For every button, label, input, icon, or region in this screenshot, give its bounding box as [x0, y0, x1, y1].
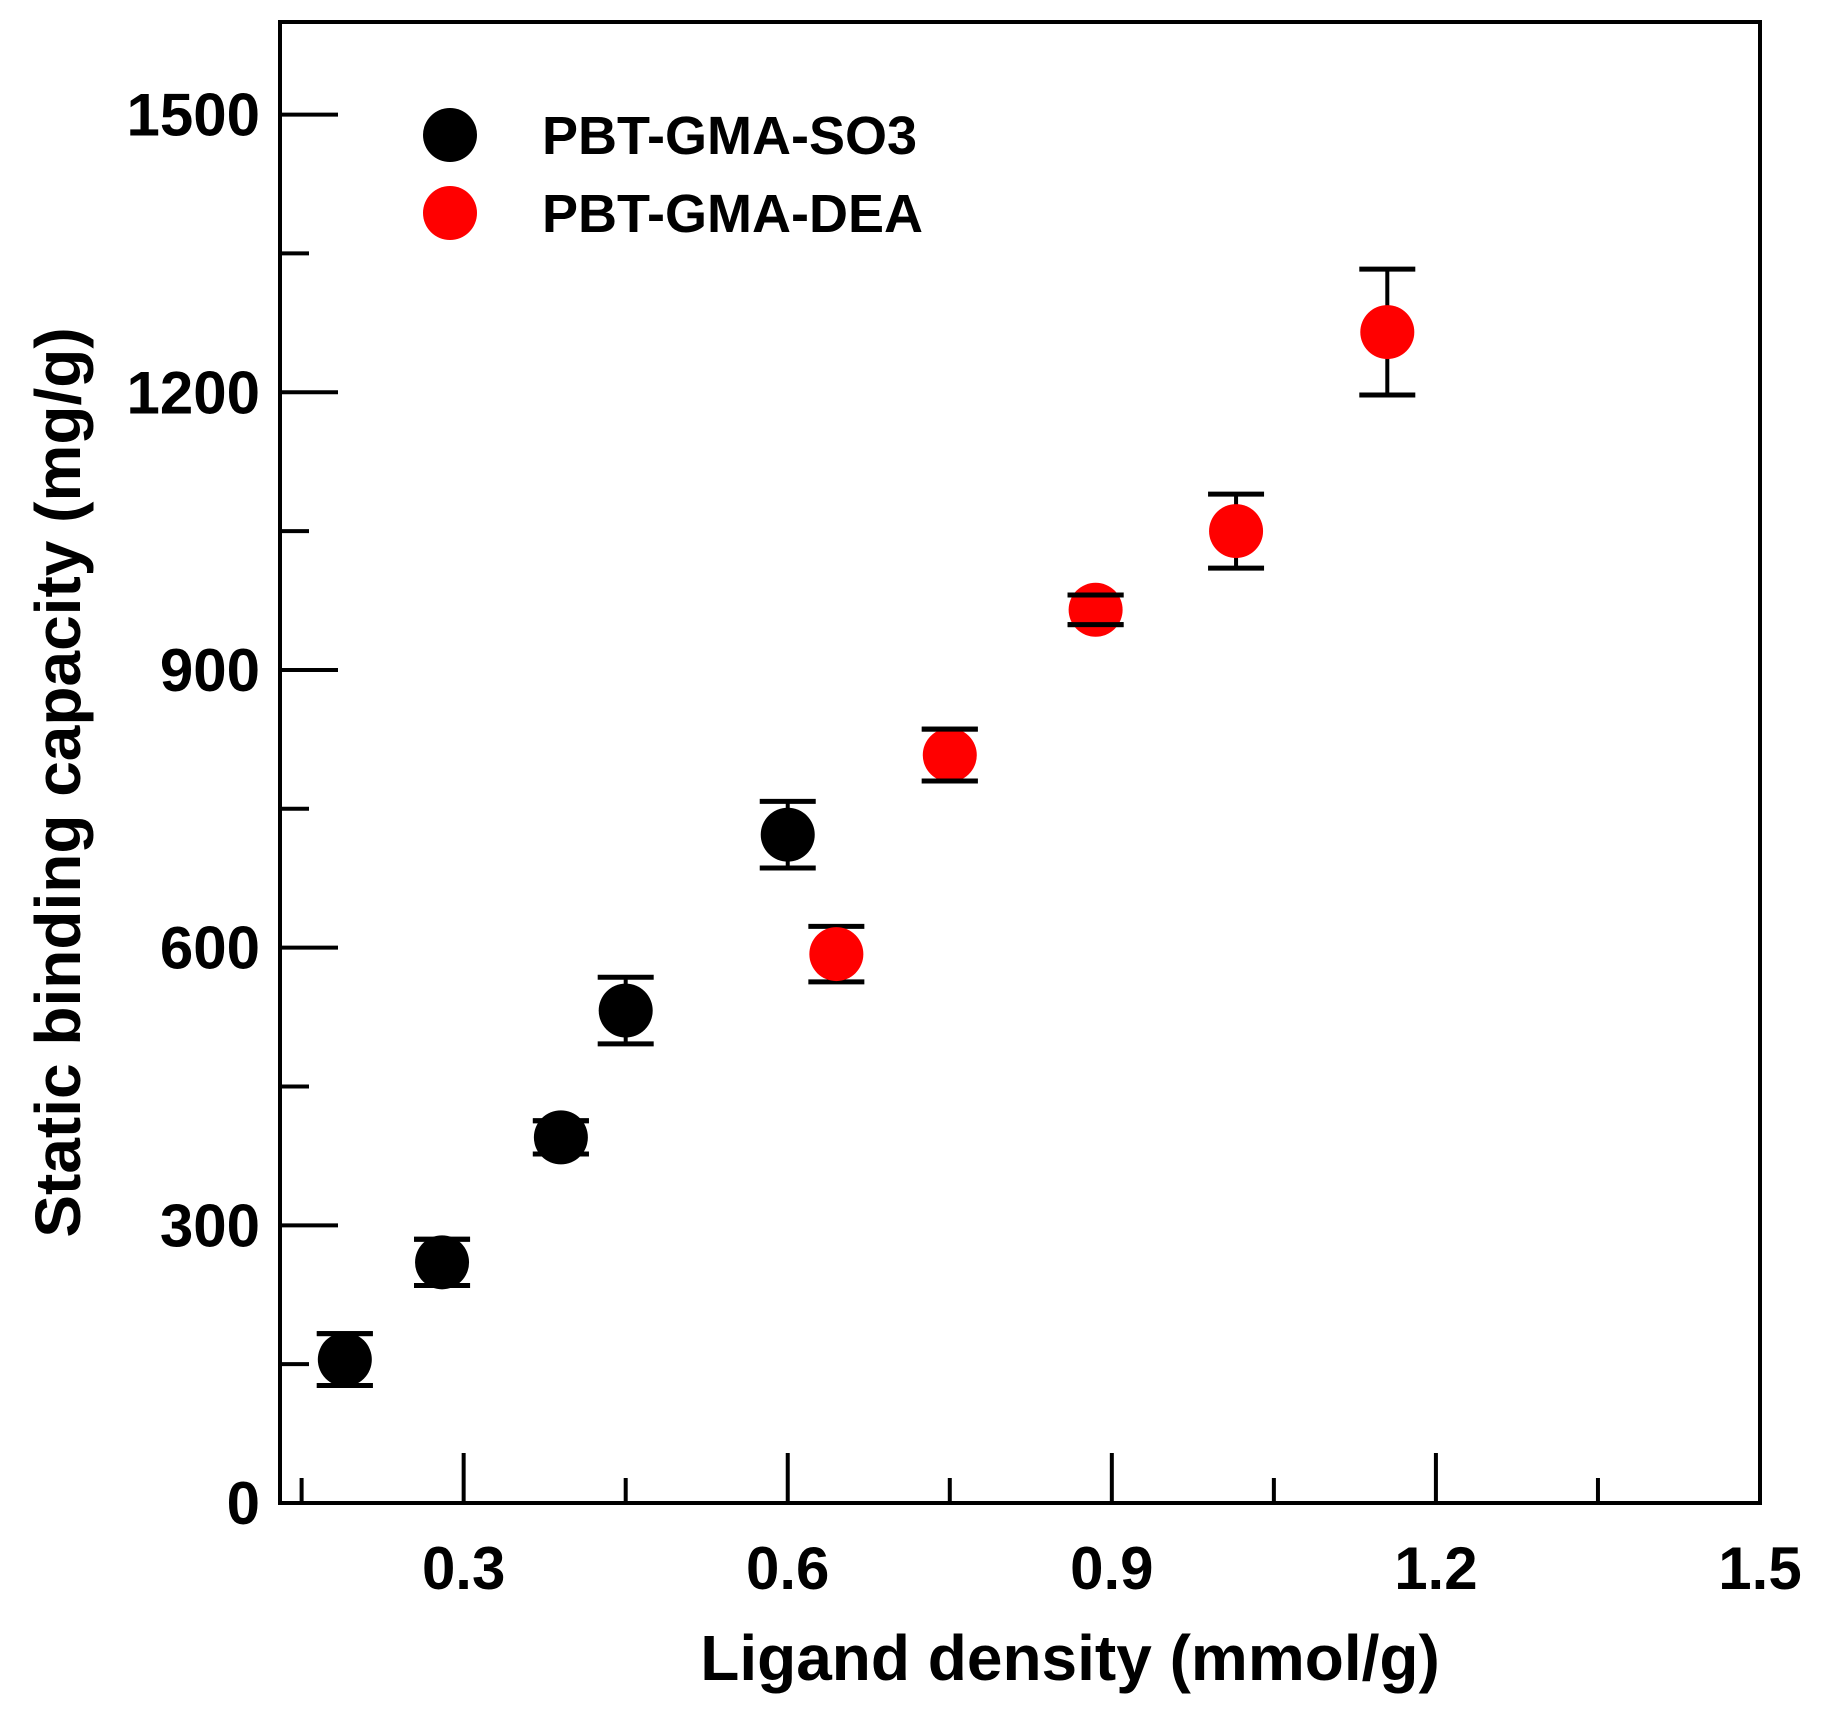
legend-marker — [423, 108, 477, 162]
y-tick-label: 300 — [160, 1192, 260, 1259]
data-point — [809, 927, 864, 982]
data-point — [598, 983, 653, 1038]
x-tick-label: 0.6 — [746, 1535, 829, 1602]
data-point — [1209, 504, 1264, 559]
data-point — [760, 807, 815, 862]
data-point — [415, 1235, 470, 1290]
x-tick-label: 1.2 — [1394, 1535, 1477, 1602]
legend-label: PBT-GMA-DEA — [542, 184, 923, 244]
data-point — [317, 1332, 372, 1387]
y-axis-title: Static binding capacity (mg/g) — [22, 327, 94, 1237]
x-tick-label: 0.9 — [1070, 1535, 1153, 1602]
y-tick-label: 1500 — [127, 82, 260, 149]
axis-tick-labels: 0.3 0.6 0.9 1.2 1.5 0 300 600 900 1200 1500 — [127, 82, 1802, 1602]
data-point — [1360, 305, 1415, 360]
y-tick-label: 1200 — [127, 359, 260, 426]
data-point — [533, 1110, 588, 1165]
y-tick-label: 900 — [160, 637, 260, 704]
data-point — [1068, 582, 1123, 637]
plot-frame — [278, 20, 1762, 1505]
x-axis-title: Ligand density (mmol/g) — [700, 1622, 1440, 1694]
data-point — [922, 728, 977, 783]
data-points — [316, 305, 1415, 1388]
y-tick-label: 0 — [227, 1470, 260, 1537]
legend-label: PBT-GMA-SO3 — [542, 106, 917, 166]
legend-marker — [423, 186, 477, 240]
legend: PBT-GMA-SO3 PBT-GMA-DEA — [423, 106, 923, 244]
x-tick-label: 1.5 — [1718, 1535, 1801, 1602]
y-tick-label: 600 — [160, 915, 260, 982]
x-tick-label: 0.3 — [422, 1535, 505, 1602]
